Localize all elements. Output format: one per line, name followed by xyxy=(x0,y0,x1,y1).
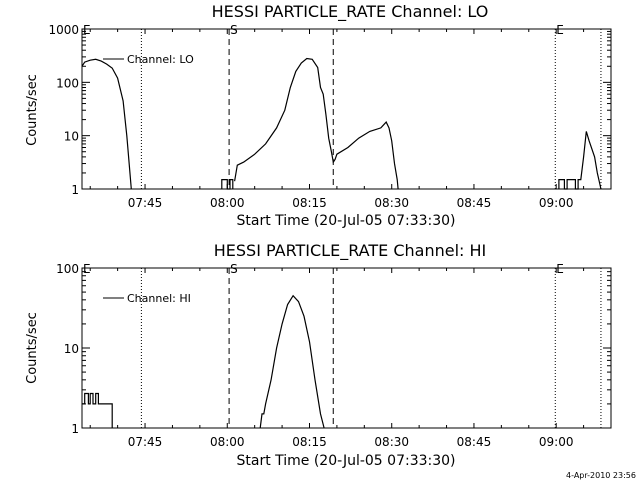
chart-title: HESSI PARTICLE_RATE Channel: LO xyxy=(212,2,489,22)
x-tick-label: 08:30 xyxy=(374,435,409,449)
y-tick-label: 1 xyxy=(71,183,79,197)
series-line xyxy=(81,58,132,190)
chart-title: HESSI PARTICLE_RATE Channel: HI xyxy=(214,241,487,261)
event-marker-label: S xyxy=(230,262,238,276)
legend: Channel: LO xyxy=(103,53,194,66)
timestamp: 4-Apr-2010 23:56 xyxy=(566,471,636,480)
y-tick-label: 1000 xyxy=(48,23,79,37)
legend-label: Channel: HI xyxy=(127,292,191,305)
x-tick-label: 08:15 xyxy=(292,196,327,210)
series-line xyxy=(259,294,325,429)
y-tick-label: 100 xyxy=(56,262,79,276)
series-line xyxy=(558,131,602,190)
event-marker-label: S xyxy=(230,23,238,37)
x-tick-label: 08:45 xyxy=(457,196,492,210)
x-tick-label: 08:45 xyxy=(457,435,492,449)
series-line xyxy=(82,392,113,428)
event-marker-label: E xyxy=(83,23,91,37)
y-tick-label: 10 xyxy=(64,342,79,356)
event-marker-label: E xyxy=(556,23,564,37)
x-tick-label: 08:00 xyxy=(210,435,245,449)
panel-hi: HESSI PARTICLE_RATE Channel: HI 07:45 08:… xyxy=(25,241,612,469)
x-tick-label: 09:00 xyxy=(539,435,574,449)
series-line xyxy=(221,179,234,190)
x-axis-label: Start Time (20-Jul-05 07:33:30) xyxy=(236,453,455,469)
legend: Channel: HI xyxy=(103,292,191,305)
legend-label: Channel: LO xyxy=(127,53,194,66)
x-tick-label: 07:45 xyxy=(128,435,163,449)
plot-frame xyxy=(81,28,612,190)
y-tick-label: 1 xyxy=(71,422,79,436)
y-axis-label: Counts/sec xyxy=(25,74,40,146)
y-tick-label: 10 xyxy=(64,130,79,144)
x-tick-label: 07:45 xyxy=(128,196,163,210)
series-line xyxy=(234,57,399,190)
x-tick-label: 08:00 xyxy=(210,196,245,210)
plot-frame xyxy=(81,267,612,429)
x-axis-label: Start Time (20-Jul-05 07:33:30) xyxy=(236,213,455,229)
y-tick-label: 100 xyxy=(56,76,79,90)
panel-lo: HESSI PARTICLE_RATE Channel: LO 07:45 08:… xyxy=(25,2,612,229)
event-marker-label: E xyxy=(83,262,91,276)
event-marker-label: E xyxy=(556,262,564,276)
x-tick-label: 09:00 xyxy=(539,196,574,210)
x-tick-label: 08:15 xyxy=(292,435,327,449)
x-tick-label: 08:30 xyxy=(374,196,409,210)
y-axis-label: Counts/sec xyxy=(25,312,40,384)
